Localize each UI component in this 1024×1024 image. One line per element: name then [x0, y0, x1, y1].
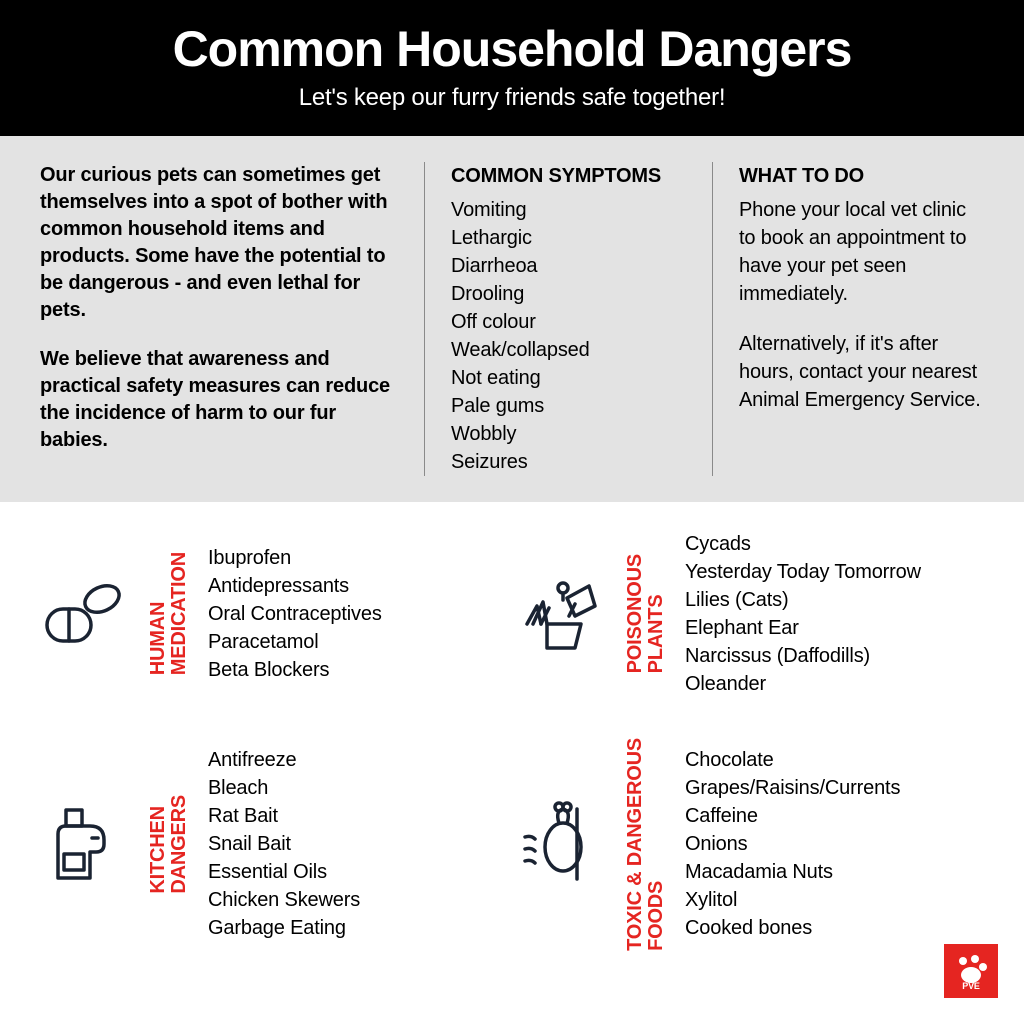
- page-subtitle: Let's keep our furry friends safe togeth…: [40, 84, 984, 112]
- category-items: Chocolate Grapes/Raisins/Currents Caffei…: [685, 746, 900, 942]
- list-item: Diarrheoa: [451, 252, 712, 280]
- todo-paragraph: Phone your local vet clinic to book an a…: [739, 196, 984, 308]
- list-item: Pale gums: [451, 392, 712, 420]
- category-medication: HUMANMEDICATION Ibuprofen Antidepressant…: [40, 530, 507, 698]
- list-item: Grapes/Raisins/Currents: [685, 774, 900, 802]
- category-title: KITCHENDANGERS: [148, 795, 190, 894]
- category-items: Cycads Yesterday Today Tomorrow Lilies (…: [685, 530, 921, 698]
- category-items: Antifreeze Bleach Rat Bait Snail Bait Es…: [208, 746, 360, 942]
- list-item: Vomiting: [451, 196, 712, 224]
- list-item: Ibuprofen: [208, 544, 382, 572]
- list-item: Antidepressants: [208, 572, 382, 600]
- list-item: Chocolate: [685, 746, 900, 774]
- pill-icon: [40, 569, 130, 659]
- list-item: Weak/collapsed: [451, 336, 712, 364]
- header: Common Household Dangers Let's keep our …: [0, 0, 1024, 136]
- symptoms-list: Vomiting Lethargic Diarrheoa Drooling Of…: [451, 196, 712, 476]
- category-items: Ibuprofen Antidepressants Oral Contracep…: [208, 544, 382, 684]
- list-item: Seizures: [451, 448, 712, 476]
- page-title: Common Household Dangers: [40, 20, 984, 78]
- category-plants: POISONOUSPLANTS Cycads Yesterday Today T…: [517, 530, 984, 698]
- svg-text:PVE: PVE: [962, 981, 980, 991]
- info-panel: Our curious pets can sometimes get thems…: [0, 136, 1024, 502]
- list-item: Lilies (Cats): [685, 586, 921, 614]
- list-item: Caffeine: [685, 802, 900, 830]
- list-item: Xylitol: [685, 886, 900, 914]
- category-title: TOXIC & DANGEROUSFOODS: [625, 738, 667, 951]
- plant-icon: [517, 569, 607, 659]
- category-title: POISONOUSPLANTS: [625, 554, 667, 673]
- category-title: HUMANMEDICATION: [148, 552, 190, 675]
- todo-heading: WHAT TO DO: [739, 162, 984, 190]
- bottle-icon: [40, 799, 130, 889]
- list-item: Narcissus (Daffodills): [685, 642, 921, 670]
- todo-column: WHAT TO DO Phone your local vet clinic t…: [712, 162, 984, 476]
- todo-paragraph: Alternatively, if it's after hours, cont…: [739, 330, 984, 414]
- list-item: Oleander: [685, 670, 921, 698]
- category-foods: TOXIC & DANGEROUSFOODS Chocolate Grapes/…: [517, 738, 984, 951]
- list-item: Paracetamol: [208, 628, 382, 656]
- brand-logo: PVE: [944, 944, 998, 998]
- list-item: Garbage Eating: [208, 914, 360, 942]
- list-item: Cooked bones: [685, 914, 900, 942]
- symptoms-column: COMMON SYMPTOMS Vomiting Lethargic Diarr…: [424, 162, 712, 476]
- list-item: Not eating: [451, 364, 712, 392]
- list-item: Elephant Ear: [685, 614, 921, 642]
- intro-paragraph: We believe that awareness and practical …: [40, 346, 398, 454]
- list-item: Onions: [685, 830, 900, 858]
- categories-grid: HUMANMEDICATION Ibuprofen Antidepressant…: [0, 502, 1024, 971]
- list-item: Off colour: [451, 308, 712, 336]
- list-item: Yesterday Today Tomorrow: [685, 558, 921, 586]
- chicken-icon: [517, 799, 607, 889]
- list-item: Rat Bait: [208, 802, 360, 830]
- list-item: Chicken Skewers: [208, 886, 360, 914]
- list-item: Wobbly: [451, 420, 712, 448]
- category-kitchen: KITCHENDANGERS Antifreeze Bleach Rat Bai…: [40, 738, 507, 951]
- symptoms-heading: COMMON SYMPTOMS: [451, 162, 712, 190]
- list-item: Drooling: [451, 280, 712, 308]
- list-item: Essential Oils: [208, 858, 360, 886]
- list-item: Cycads: [685, 530, 921, 558]
- list-item: Lethargic: [451, 224, 712, 252]
- list-item: Snail Bait: [208, 830, 360, 858]
- list-item: Oral Contraceptives: [208, 600, 382, 628]
- list-item: Antifreeze: [208, 746, 360, 774]
- list-item: Bleach: [208, 774, 360, 802]
- list-item: Beta Blockers: [208, 656, 382, 684]
- intro-column: Our curious pets can sometimes get thems…: [40, 162, 424, 476]
- list-item: Macadamia Nuts: [685, 858, 900, 886]
- intro-paragraph: Our curious pets can sometimes get thems…: [40, 162, 398, 324]
